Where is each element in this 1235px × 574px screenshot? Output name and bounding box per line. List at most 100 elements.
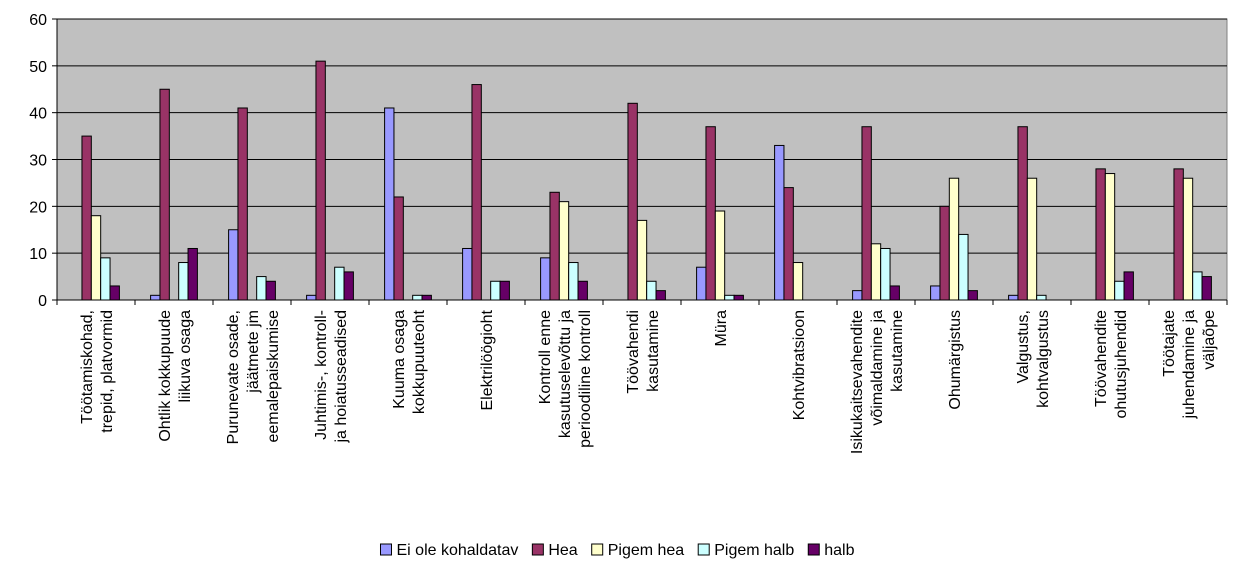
x-tick-label: eemalepaiskumise [265,310,282,443]
bar [265,280,276,301]
bar [471,84,482,301]
x-tick-label: Juhtimis-, kontroll- [313,310,330,440]
x-tick-label: Töövahendite [1093,310,1110,407]
legend-swatch [379,543,392,556]
bar [315,60,326,301]
bar [540,257,551,301]
bar [81,135,92,301]
bar [421,294,432,301]
bar [783,187,794,301]
bar [1104,173,1116,301]
x-tick-label: perioodiline kontroll [577,310,594,448]
bar [334,266,345,301]
bar [499,280,510,301]
legend-swatch [807,543,820,556]
bar [939,205,950,301]
x-tick-label: väljaõpe [1201,310,1218,370]
bar [852,290,863,301]
bar [256,276,267,301]
y-tick-label: 40 [29,106,47,123]
bar [714,210,726,301]
x-tick-label: kohtvalgustus [1035,310,1052,408]
y-tick-label: 50 [29,59,47,76]
bar [490,280,501,301]
x-tick-label: kokkupuuteoht [411,309,428,414]
bar [967,290,978,301]
bar [636,219,648,301]
bar [1173,168,1184,301]
bar [577,280,588,301]
bar [774,144,785,301]
bar [100,257,111,301]
bar [412,294,423,301]
bar [159,88,170,301]
bar [237,107,248,301]
bar [558,201,570,301]
x-tick-label: trepid, platvormid [99,310,116,433]
x-tick-label: võimaldamine ja [869,310,886,426]
bar [1036,294,1047,301]
y-tick-label: 20 [29,199,47,216]
bar [1123,271,1134,301]
legend-label: Ei ole kohaldatav [396,542,518,559]
bar [930,285,941,301]
x-tick-label: kasutuselevõttu ja [557,310,574,438]
x-tick-label: juhendamine ja [1181,310,1198,420]
bar [306,294,317,301]
bar [958,233,969,301]
bar [1095,168,1106,301]
x-tick-label: Isikukaitsevahendite [849,310,866,454]
bar [880,247,891,301]
x-tick-label: Valgustus, [1015,310,1032,384]
bar [228,229,239,301]
x-tick-label: Ohumärgistus [947,310,964,410]
bar [889,285,900,301]
bar [343,271,354,301]
bar [1201,276,1212,301]
x-tick-label: Müra [713,310,730,347]
x-tick-label: Töötajate [1161,310,1178,377]
x-tick-label: kasutamine [645,310,662,392]
bar [1192,271,1203,301]
bar [696,266,707,301]
bar [109,285,120,301]
bar [384,107,395,301]
x-tick-label: Kuuma osaga [391,310,408,409]
bar [1182,177,1194,301]
bar [549,191,560,301]
legend-swatch [591,543,604,556]
y-tick-label: 60 [29,12,47,29]
legend-label: Hea [548,542,577,559]
legend-swatch [697,543,710,556]
bar [1008,294,1019,301]
x-tick-label: Purunevate osade, [225,310,242,444]
bar [870,243,882,301]
bar [393,196,404,301]
y-tick-label: 0 [38,293,47,310]
legend: Ei ole kohaldatav Hea Pigem hea Pigem halb h… [379,542,855,559]
x-tick-label: kasutamine [889,310,906,392]
bar [1114,280,1125,301]
bar [187,247,198,301]
legend-label: Pigem halb [714,542,794,559]
x-tick-label: ja hoiatusseadised [333,310,350,444]
bar [655,290,666,301]
bar [627,102,638,301]
bar [705,126,716,301]
x-tick-label: Töövahendi [625,310,642,394]
y-tick-label: 10 [29,246,47,263]
bar [1017,126,1028,301]
bar [861,126,872,301]
bar [462,247,473,301]
x-tick-label: Kohtvibratsioon [791,310,808,420]
bar [568,262,579,301]
x-tick-label: Töötamiskohad, [79,310,96,424]
x-tick-label: liikuva osaga [177,310,194,403]
bar [90,215,102,301]
bar [792,262,804,301]
bar [178,262,189,301]
y-tick-label: 30 [29,153,47,170]
x-tick-label: Ohtlik kokkupuude [157,310,174,442]
legend-label: halb [824,542,854,559]
